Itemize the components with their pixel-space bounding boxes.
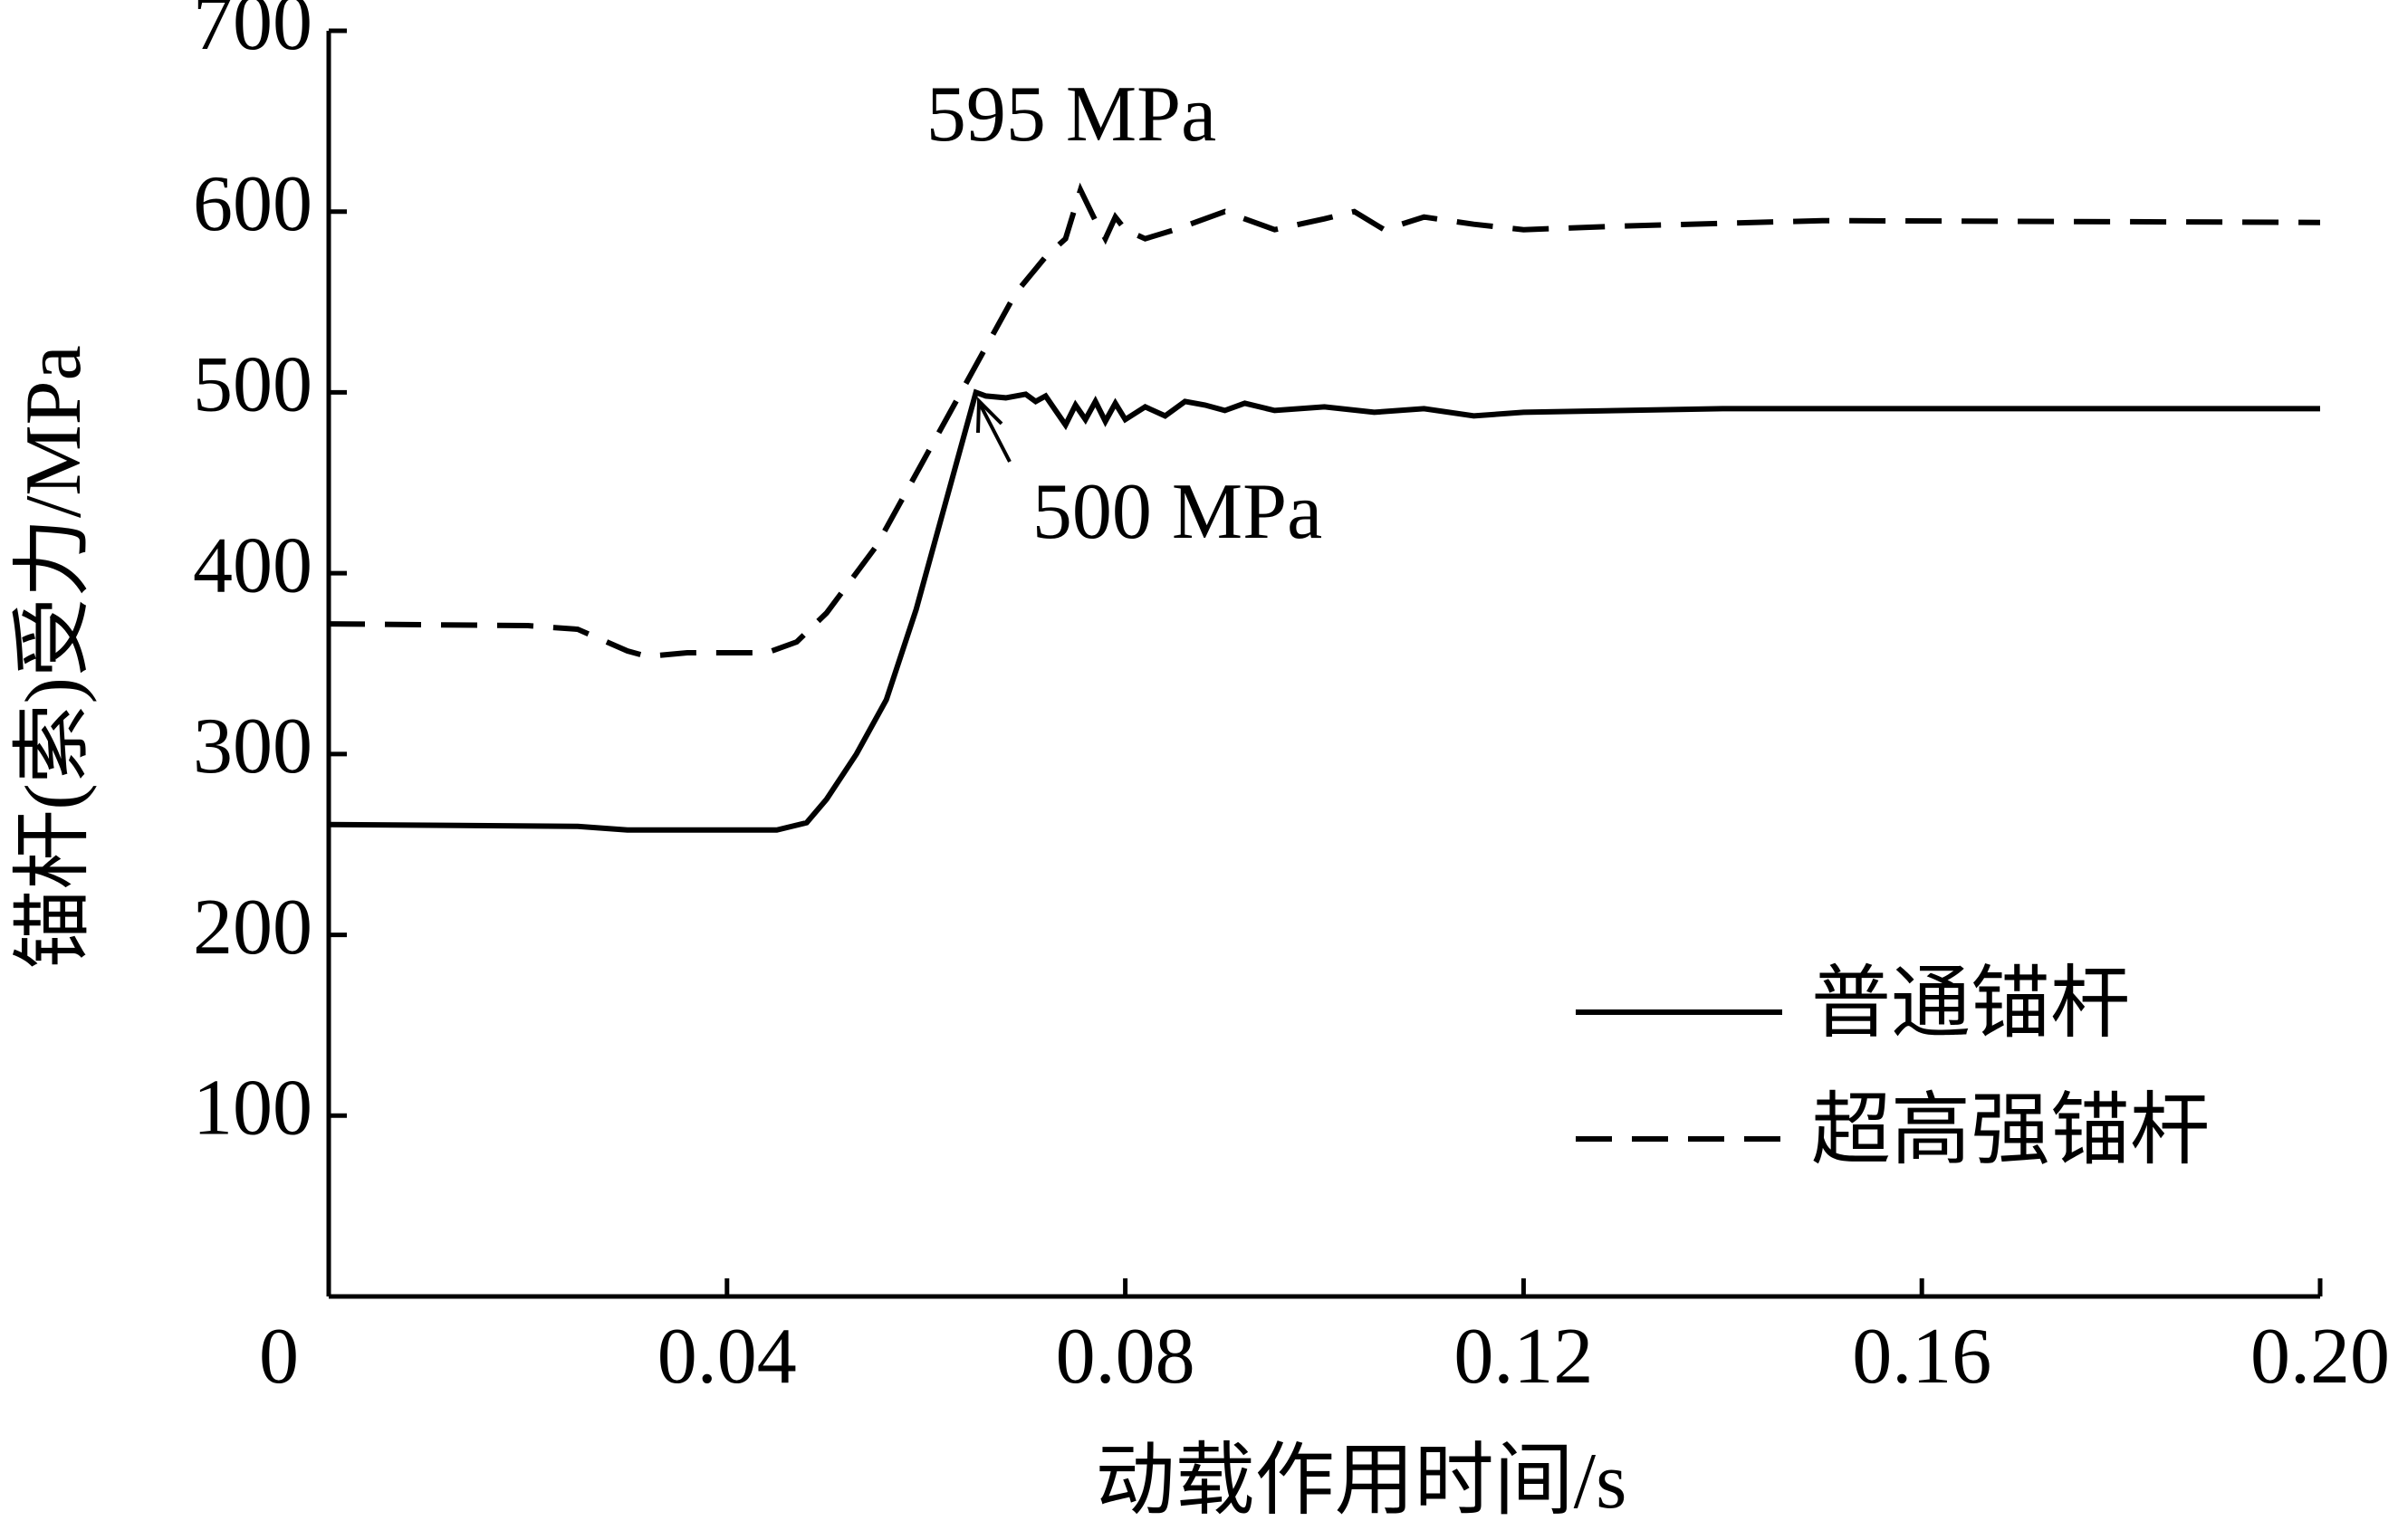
annotation-arrowhead xyxy=(976,397,1003,434)
legend-label: 超高强锚杆 xyxy=(1811,1087,2210,1175)
x-tick-label: 0.12 xyxy=(1453,1313,1593,1401)
x-tick-label: 0.20 xyxy=(2250,1313,2390,1401)
x-tick-label: 0.08 xyxy=(1056,1313,1195,1401)
y-axis-label: 锚杆(索)受力/MPa xyxy=(10,345,98,969)
y-tick-label: 100 xyxy=(193,1064,312,1152)
y-tick-label: 500 xyxy=(193,341,312,429)
y-tick-label: 600 xyxy=(193,160,312,248)
y-tick-label: 400 xyxy=(193,521,312,609)
data-line xyxy=(328,388,2320,833)
y-tick-label: 200 xyxy=(193,884,312,971)
y-tick-label: 700 xyxy=(193,0,312,67)
x-tick-label: 0.04 xyxy=(657,1313,797,1401)
x-tick-label: 0 xyxy=(259,1313,299,1401)
annotation-arrow xyxy=(979,405,1012,463)
x-tick-label: 0.16 xyxy=(1852,1313,1991,1401)
legend-label: 普通锚杆 xyxy=(1811,961,2130,1048)
annotation: 500 MPa xyxy=(1032,468,1322,556)
y-tick-label: 300 xyxy=(193,703,312,790)
data-line xyxy=(328,182,2321,660)
annotation: 595 MPa xyxy=(926,71,1216,158)
x-axis-label: 动载作用时间/s xyxy=(1096,1438,1627,1526)
